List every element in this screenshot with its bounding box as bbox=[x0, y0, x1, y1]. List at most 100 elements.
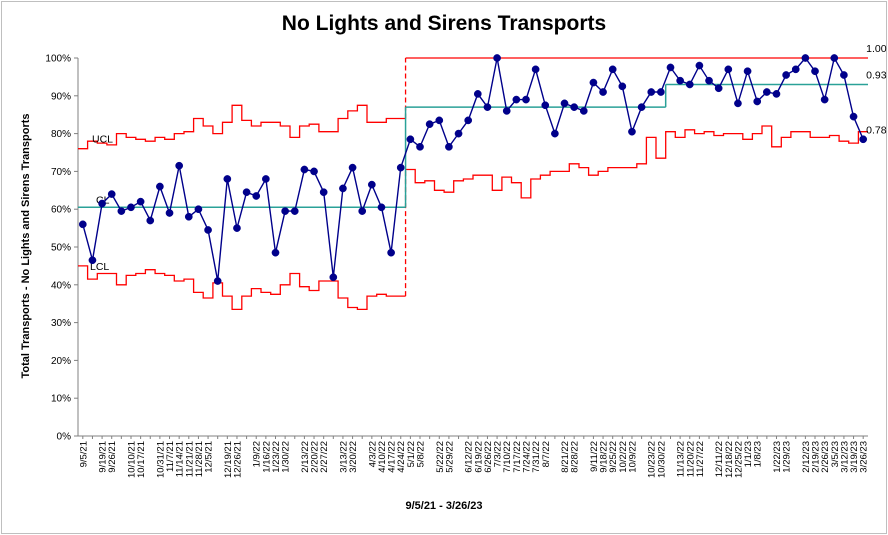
y-tick-label: 70% bbox=[51, 167, 71, 178]
x-tick-label: 3/13/22 bbox=[338, 441, 349, 473]
chart-title: No Lights and Sirens Transports bbox=[281, 12, 607, 35]
data-point bbox=[213, 277, 222, 285]
data-point bbox=[425, 120, 434, 129]
x-tick-label: 3/19/23 bbox=[849, 441, 860, 473]
x-tick-label: 12/25/22 bbox=[733, 441, 744, 478]
x-tick-label: 1/23/22 bbox=[271, 441, 282, 473]
data-point bbox=[165, 209, 174, 217]
x-tick-label: 6/26/22 bbox=[483, 441, 494, 473]
lcl-line-phase1 bbox=[78, 265, 406, 311]
data-point bbox=[820, 95, 829, 104]
limit-value-label: 0.93 bbox=[866, 69, 887, 81]
data-point bbox=[107, 190, 116, 198]
data-point bbox=[560, 99, 569, 108]
y-tick-label: 0% bbox=[57, 432, 72, 443]
series-line bbox=[82, 56, 864, 282]
x-tick-label: 5/22/22 bbox=[435, 441, 446, 473]
lcl-label: LCL bbox=[90, 261, 109, 273]
data-point bbox=[329, 273, 338, 282]
data-point bbox=[483, 103, 492, 111]
data-point bbox=[753, 97, 762, 106]
y-tick-label: 60% bbox=[51, 205, 71, 216]
data-point bbox=[734, 99, 742, 108]
data-point bbox=[840, 71, 848, 79]
data-point bbox=[531, 65, 540, 74]
data-point bbox=[570, 103, 579, 111]
data-point bbox=[358, 207, 367, 215]
x-tick-label: 11/21/21 bbox=[184, 441, 195, 477]
data-point bbox=[695, 61, 704, 70]
data-point bbox=[271, 248, 280, 257]
x-tick-label: 3/12/23 bbox=[839, 441, 850, 473]
x-tick-label: 10/17/21 bbox=[136, 441, 147, 478]
data-point bbox=[705, 76, 713, 85]
x-tick-label: 1/29/23 bbox=[782, 441, 793, 473]
data-point bbox=[416, 142, 424, 151]
data-point bbox=[772, 90, 781, 98]
data-point bbox=[502, 107, 511, 115]
x-tick-label: 8/21/22 bbox=[560, 441, 571, 473]
data-point bbox=[78, 220, 87, 229]
data-point bbox=[512, 95, 521, 104]
x-tick-label: 7/31/22 bbox=[531, 441, 542, 473]
x-tick-label: 1/22/23 bbox=[772, 441, 783, 473]
data-point bbox=[406, 135, 415, 144]
x-tick-label: 11/13/22 bbox=[676, 441, 687, 477]
x-tick-label: 4/10/22 bbox=[377, 441, 388, 473]
data-point bbox=[551, 129, 559, 138]
y-tick-label: 100% bbox=[45, 54, 71, 65]
lcl-line-phase2 bbox=[405, 125, 868, 199]
data-point bbox=[117, 207, 126, 215]
x-tick-label: 9/11/22 bbox=[589, 441, 600, 472]
x-tick-label: 6/19/22 bbox=[473, 441, 484, 473]
x-axis-label: 9/5/21 - 3/26/23 bbox=[405, 500, 483, 512]
data-point bbox=[396, 163, 405, 172]
limit-value-label: 1.00 bbox=[866, 43, 887, 55]
x-tick-label: 5/1/22 bbox=[406, 441, 417, 467]
x-tick-label: 12/11/22 bbox=[714, 441, 725, 477]
data-point bbox=[156, 182, 164, 191]
data-point bbox=[801, 54, 810, 62]
y-tick-label: 90% bbox=[51, 91, 71, 102]
x-tick-label: 9/19/21 bbox=[98, 441, 109, 473]
x-tick-label: 1/8/23 bbox=[753, 441, 764, 467]
data-point bbox=[88, 256, 97, 265]
data-point bbox=[252, 192, 261, 200]
data-point bbox=[791, 65, 800, 74]
data-point bbox=[98, 199, 106, 208]
data-point bbox=[811, 67, 819, 76]
ucl-label: UCL bbox=[92, 134, 113, 146]
data-point bbox=[242, 188, 251, 197]
x-tick-label: 7/17/22 bbox=[512, 441, 523, 473]
x-tick-label: 11/14/21 bbox=[175, 441, 186, 477]
x-tick-label: 5/29/22 bbox=[444, 441, 455, 473]
x-tick-label: 7/10/22 bbox=[502, 441, 513, 473]
x-tick-label: 4/17/22 bbox=[387, 441, 398, 473]
data-point bbox=[628, 127, 636, 136]
x-tick-label: 9/25/22 bbox=[608, 441, 619, 473]
data-point bbox=[541, 101, 550, 110]
x-tick-label: 10/10/21 bbox=[126, 441, 137, 478]
data-point bbox=[685, 80, 694, 89]
x-tick-label: 9/5/21 bbox=[78, 441, 89, 467]
data-point bbox=[367, 180, 376, 189]
data-point bbox=[194, 205, 203, 214]
x-tick-label: 4/3/22 bbox=[367, 441, 378, 467]
data-point bbox=[445, 142, 453, 151]
x-tick-label: 12/5/21 bbox=[204, 441, 215, 473]
data-point bbox=[387, 248, 395, 257]
data-point bbox=[281, 207, 289, 215]
data-point bbox=[743, 67, 752, 76]
data-point bbox=[579, 107, 588, 115]
x-tick-label: 10/2/22 bbox=[618, 441, 629, 473]
data-point bbox=[290, 207, 299, 215]
x-tick-label: 11/20/22 bbox=[685, 441, 696, 477]
data-point bbox=[859, 135, 868, 144]
x-tick-label: 10/9/22 bbox=[627, 441, 638, 473]
data-point bbox=[136, 197, 145, 206]
data-point bbox=[435, 116, 444, 125]
x-tick-label: 1/30/22 bbox=[281, 441, 292, 473]
data-point bbox=[676, 76, 684, 85]
x-tick-label: 5/8/22 bbox=[416, 441, 427, 467]
